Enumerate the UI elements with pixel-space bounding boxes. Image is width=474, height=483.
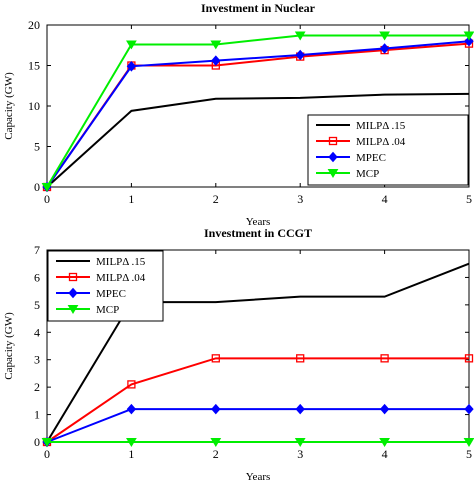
- legend-label: MPEC: [96, 288, 126, 300]
- x-tick-label: 4: [382, 447, 388, 461]
- y-tick-label: 20: [28, 18, 40, 32]
- x-tick-label: 2: [213, 192, 219, 206]
- data-point: [379, 31, 390, 41]
- legend-marker: [328, 136, 338, 146]
- series-line-2: [46, 357, 469, 443]
- data-point: [295, 49, 305, 61]
- legend-marker: [328, 151, 338, 163]
- data-point: [41, 183, 53, 192]
- y-axis-label: Capacity (GW): [3, 312, 15, 380]
- y-tick-label: 4: [34, 325, 40, 339]
- chart-title: Investment in CCGT: [204, 226, 312, 240]
- data-point: [379, 403, 390, 415]
- data-point: [211, 354, 220, 363]
- series-line-3: [46, 408, 469, 443]
- data-point: [210, 40, 222, 50]
- data-point: [126, 438, 137, 447]
- y-tick-label: 10: [28, 99, 40, 113]
- x-tick-label: 1: [128, 447, 134, 461]
- series-line-1: [46, 92, 470, 188]
- x-tick-label: 1: [128, 192, 134, 206]
- data-point: [379, 438, 390, 447]
- x-tick-label: 2: [213, 447, 219, 461]
- y-tick-label: 6: [34, 270, 40, 284]
- chart-panel-2: Investment in CCGT 0 1 2 3 4 5 0 1 2 3 4 5 6 7 Years Cap…: [3, 226, 474, 483]
- data-point: [464, 403, 474, 415]
- x-tick-label: 5: [466, 447, 472, 461]
- series-line-4: [46, 34, 469, 188]
- series-line-1: [46, 262, 470, 443]
- data-point: [294, 31, 306, 41]
- data-point: [295, 403, 305, 415]
- legend-label: MILPΔ .04: [96, 272, 146, 284]
- chart-title: Investment in Nuclear: [201, 1, 316, 15]
- x-axis-label: Years: [246, 471, 271, 483]
- legend: MILPΔ .15 MILPΔ .04 MPEC MCP: [307, 114, 469, 186]
- legend-label: MILPΔ .15: [356, 120, 406, 132]
- data-point: [380, 354, 389, 363]
- series-line-3: [46, 40, 470, 188]
- data-point: [211, 55, 221, 66]
- x-tick-label: 0: [44, 447, 50, 461]
- y-tick-label: 2: [34, 380, 40, 394]
- y-tick-label: 5: [34, 140, 40, 154]
- chart-panel-1: Investment in Nuclear 0 1 2 3 4 5 0 5 10 15 20 Years…: [3, 1, 474, 228]
- data-point: [296, 354, 305, 363]
- y-tick-label: 3: [34, 353, 40, 367]
- data-point: [126, 61, 137, 72]
- legend-label: MPEC: [356, 152, 386, 164]
- data-point: [210, 438, 222, 447]
- x-axis-label: Years: [246, 216, 271, 228]
- y-tick-label: 5: [34, 298, 40, 312]
- x-tick-label: 0: [44, 192, 50, 206]
- x-tick-label: 4: [382, 192, 388, 206]
- y-tick-label: 7: [34, 243, 40, 257]
- y-axis-label: Capacity (GW): [3, 72, 15, 140]
- y-tick-label: 1: [34, 408, 40, 422]
- data-point: [464, 354, 474, 363]
- x-tick-label: 3: [297, 192, 303, 206]
- data-point: [126, 40, 137, 50]
- legend-label: MILPΔ .04: [356, 136, 406, 148]
- legend: MILPΔ .15 MILPΔ .04 MPEC MCP: [47, 250, 164, 322]
- legend-marker: [67, 305, 79, 314]
- data-point: [127, 380, 136, 389]
- legend-label: MCP: [96, 304, 119, 316]
- legend-marker: [327, 169, 339, 178]
- x-tick-label: 5: [466, 192, 472, 206]
- x-tick-label: 3: [297, 447, 303, 461]
- y-tick-label: 0: [34, 180, 40, 194]
- legend-label: MCP: [356, 168, 379, 180]
- data-point: [211, 403, 221, 415]
- data-point: [463, 31, 474, 41]
- data-point: [463, 438, 474, 447]
- data-point: [464, 35, 474, 47]
- data-point: [41, 438, 53, 447]
- data-point: [126, 403, 137, 415]
- data-point: [379, 43, 390, 54]
- data-point: [294, 438, 306, 447]
- legend-marker: [68, 272, 78, 282]
- y-tick-label: 0: [34, 435, 40, 449]
- legend-label: MILPΔ .15: [96, 256, 146, 268]
- y-tick-label: 15: [28, 59, 40, 73]
- legend-marker: [68, 287, 78, 299]
